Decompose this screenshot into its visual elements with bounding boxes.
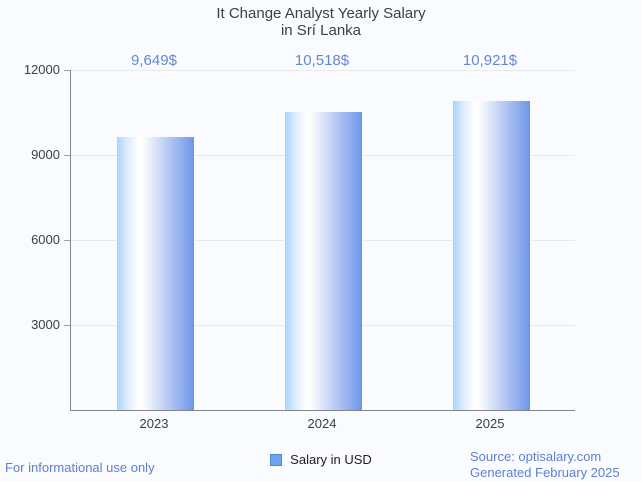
y-axis-tick: [64, 240, 70, 241]
x-axis-label: 2025: [475, 416, 505, 431]
legend: Salary in USD: [0, 452, 642, 467]
bar: [452, 100, 530, 410]
generated-text: Generated February 2025: [470, 465, 620, 480]
chart-title-line2: in Srí Lanka: [280, 22, 362, 39]
legend-marker: [270, 453, 283, 466]
bar-value-label: 9,649$: [131, 52, 177, 69]
y-axis-label: 3000: [31, 317, 60, 332]
y-axis-label: 6000: [31, 232, 60, 247]
legend-label: Salary in USD: [290, 452, 372, 467]
y-axis-label: 9000: [31, 147, 60, 162]
plot-area: [70, 70, 575, 411]
bar: [284, 112, 362, 410]
bar-value-label: 10,518$: [294, 52, 350, 69]
gridline: [71, 70, 575, 71]
x-axis-label: 2024: [307, 416, 337, 431]
bar-value-label: 10,921$: [462, 52, 518, 69]
source-text: Source: optisalary.com: [470, 449, 602, 464]
bar: [116, 136, 194, 410]
chart-title: It Change Analyst Yearly Salary in Srí L…: [0, 5, 642, 39]
source-block: Source: optisalary.com Generated Februar…: [470, 449, 620, 481]
disclaimer-text: For informational use only: [5, 460, 155, 475]
chart-title-line1: It Change Analyst Yearly Salary: [216, 5, 426, 22]
y-axis-tick: [64, 155, 70, 156]
y-axis-tick: [64, 70, 70, 71]
x-axis-label: 2023: [139, 416, 169, 431]
y-axis-label: 12000: [23, 62, 60, 77]
y-axis-tick: [64, 325, 70, 326]
